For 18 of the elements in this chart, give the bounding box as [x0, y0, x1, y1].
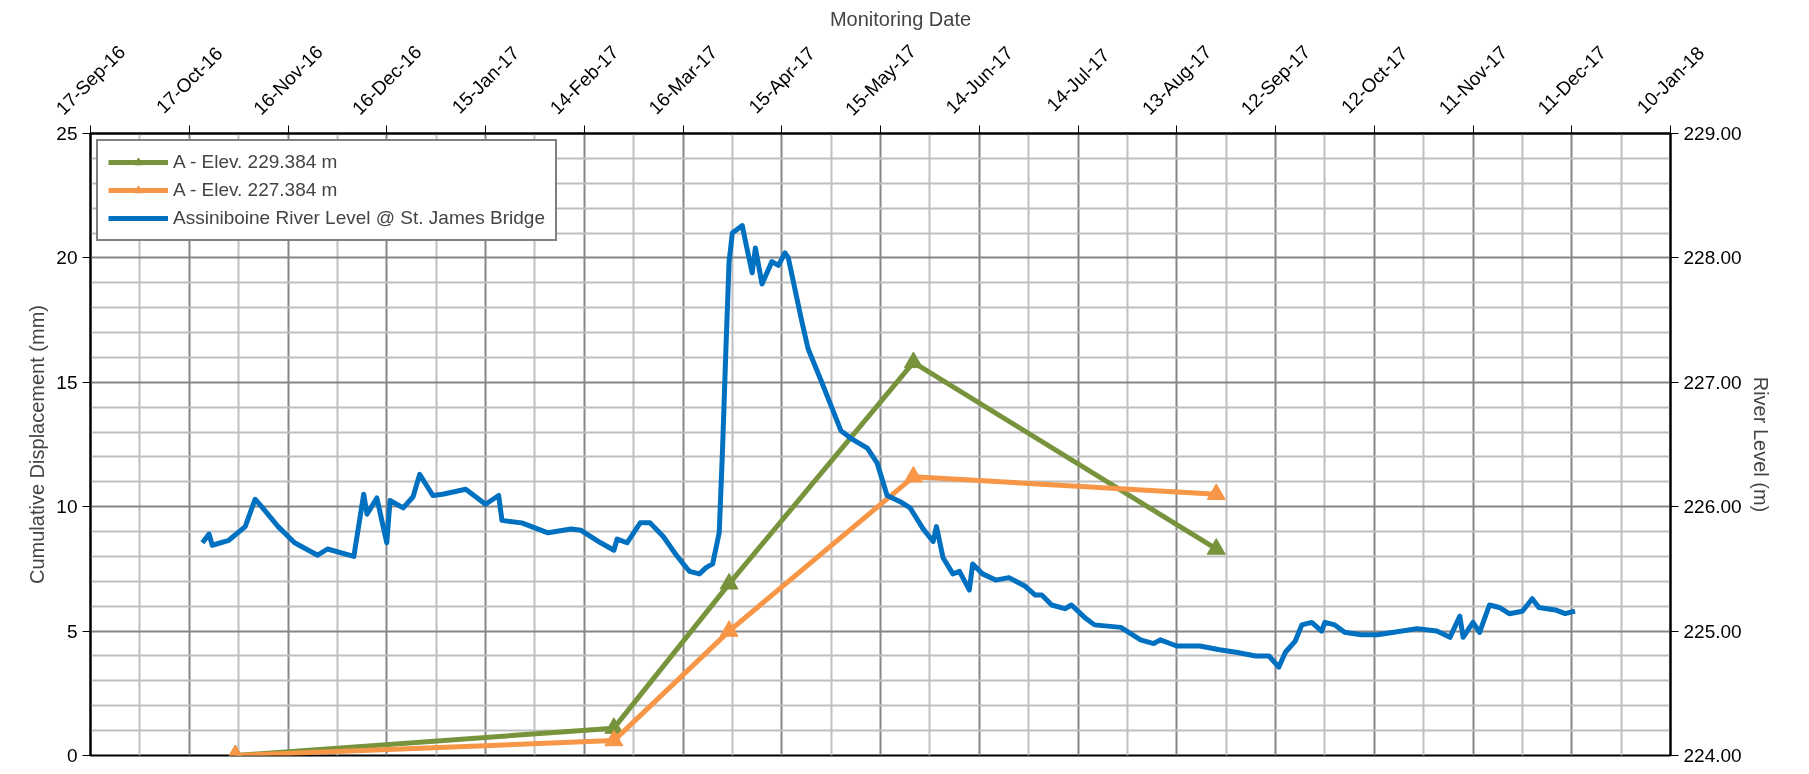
y2-tick-label: 226.00 [1683, 496, 1742, 518]
y-tick-label: 5 [66, 620, 78, 642]
y-tick-label: 15 [56, 371, 78, 393]
y2-tick-label: 229.00 [1683, 123, 1742, 144]
y-tick-label: 0 [66, 745, 78, 766]
y2-tick-label: 224.00 [1683, 745, 1742, 766]
y-tick-label: 25 [56, 123, 78, 144]
y2-tick-label: 228.00 [1683, 247, 1742, 269]
legend-label: A - Elev. 227.384 m [173, 179, 338, 201]
legend-label: A - Elev. 229.384 m [173, 151, 338, 173]
y-tick-label: 10 [56, 496, 78, 518]
y2-tick-label: 225.00 [1683, 620, 1742, 642]
y2-tick-label: 227.00 [1683, 371, 1742, 393]
y2-axis-title: River Level (m) [1749, 376, 1772, 513]
legend-label: Assiniboine River Level @ St. James Bridge [173, 207, 546, 229]
y-axis-title: Cumulative Displacement (mm) [26, 305, 49, 584]
y-tick-label: 20 [56, 247, 78, 269]
x-axis-title: Monitoring Date [829, 7, 972, 30]
